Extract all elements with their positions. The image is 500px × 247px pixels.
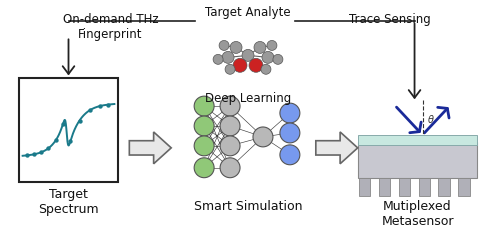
Bar <box>358 142 478 178</box>
Point <box>96 104 104 108</box>
Point <box>59 122 67 126</box>
Circle shape <box>242 49 254 61</box>
Circle shape <box>253 127 273 147</box>
Text: On-demand THz
Fingerprint: On-demand THz Fingerprint <box>62 13 158 41</box>
Point <box>66 140 74 144</box>
Polygon shape <box>130 132 171 164</box>
Circle shape <box>280 103 300 123</box>
Circle shape <box>230 41 242 53</box>
Polygon shape <box>316 132 358 164</box>
Circle shape <box>194 116 214 136</box>
Text: $\theta$: $\theta$ <box>426 113 434 125</box>
Text: Deep Learning: Deep Learning <box>205 92 291 105</box>
Text: Trace Sensing: Trace Sensing <box>348 13 430 26</box>
Circle shape <box>220 96 240 116</box>
Circle shape <box>219 41 229 50</box>
Point <box>37 150 45 154</box>
Circle shape <box>222 51 234 63</box>
Bar <box>438 178 450 196</box>
Circle shape <box>280 145 300 165</box>
Circle shape <box>220 116 240 136</box>
Bar <box>18 78 118 182</box>
Circle shape <box>225 64 235 74</box>
Text: Mutiplexed
Metasensor: Mutiplexed Metasensor <box>382 200 454 227</box>
Circle shape <box>249 58 263 72</box>
Point <box>76 119 84 123</box>
Text: Target
Spectrum: Target Spectrum <box>38 188 99 216</box>
Circle shape <box>262 51 274 63</box>
Point <box>86 108 94 112</box>
Point <box>52 139 60 143</box>
Circle shape <box>220 158 240 178</box>
Circle shape <box>194 136 214 156</box>
Circle shape <box>213 54 223 64</box>
Point <box>23 153 31 157</box>
Circle shape <box>254 41 266 53</box>
Bar <box>398 178 410 196</box>
Circle shape <box>273 54 283 64</box>
Bar <box>358 178 370 196</box>
Bar <box>418 178 430 196</box>
Circle shape <box>194 96 214 116</box>
Circle shape <box>233 58 247 72</box>
Circle shape <box>220 136 240 156</box>
Text: Smart Simulation: Smart Simulation <box>194 200 302 213</box>
Point <box>44 146 52 150</box>
Text: Target Analyte: Target Analyte <box>205 6 291 19</box>
Bar <box>378 178 390 196</box>
Bar <box>358 135 478 145</box>
Bar <box>458 178 470 196</box>
Circle shape <box>261 64 271 74</box>
Circle shape <box>280 123 300 143</box>
Circle shape <box>194 158 214 178</box>
Point <box>30 152 38 156</box>
Point <box>104 103 112 107</box>
Circle shape <box>267 41 277 50</box>
